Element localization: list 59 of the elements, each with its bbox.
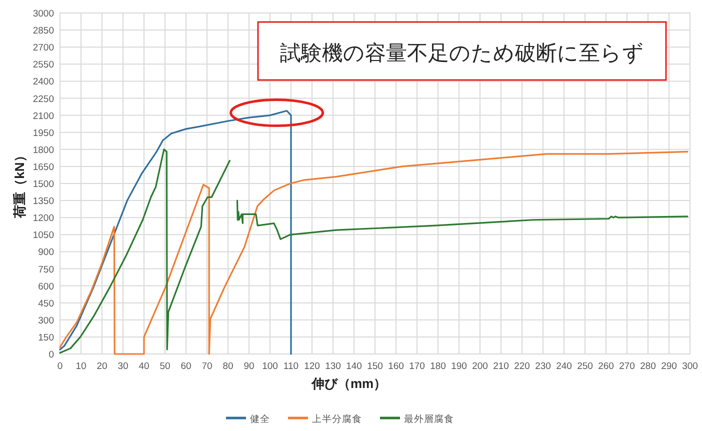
y-tick-label: 1350 [32, 196, 54, 208]
x-tick-label: 180 [430, 361, 446, 372]
y-tick-label: 1500 [32, 179, 54, 190]
y-tick-label: 1800 [32, 144, 54, 156]
x-tick-label: 110 [283, 361, 299, 372]
x-tick-label: 280 [640, 361, 656, 372]
x-tick-label: 190 [451, 361, 467, 372]
x-tick-label: 260 [598, 361, 614, 372]
x-tick-label: 200 [472, 361, 488, 372]
x-tick-label: 30 [118, 361, 128, 372]
y-tick-label: 150 [38, 332, 54, 344]
line-series [59, 110, 292, 355]
y-tick-label: 2550 [32, 60, 54, 71]
y-tick-label: 2850 [32, 26, 54, 37]
y-tick-label: 1200 [32, 213, 54, 224]
x-tick-label: 290 [661, 361, 677, 372]
x-tick-label: 0 [57, 361, 63, 372]
legend-label: 最外層腐食 [404, 413, 454, 425]
annotation: 試験機の容量不足のため破断に至らず [280, 41, 644, 65]
y-tick-label: 900 [38, 247, 54, 258]
x-tick-label: 230 [535, 361, 551, 372]
x-tick-label: 90 [244, 361, 254, 372]
x-tick-label: 60 [180, 361, 192, 372]
legend-label: 健全 [250, 413, 270, 425]
y-tick-label: 2400 [32, 76, 54, 88]
x-tick-label: 210 [493, 361, 509, 372]
y-tick-label: 1050 [32, 230, 54, 242]
x-tick-label: 240 [556, 361, 572, 372]
x-tick-label: 40 [138, 361, 150, 372]
x-tick-label: 10 [76, 361, 86, 372]
x-tick-label: 70 [202, 361, 212, 372]
x-tick-label: 80 [222, 361, 234, 372]
y-tick-label: 600 [38, 281, 54, 292]
x-tick-label: 150 [367, 361, 383, 372]
x-tick-label: 140 [346, 361, 362, 372]
y-tick-label: 1650 [32, 162, 54, 173]
x-tick-label: 300 [682, 361, 698, 372]
x-tick-label: 270 [619, 361, 635, 372]
x-tick-label: 130 [325, 361, 341, 372]
y-tick-label: 450 [38, 298, 54, 310]
y-tick-label: 2700 [32, 42, 54, 54]
y-tick-label: 1950 [32, 128, 54, 139]
x-tick-label: 100 [262, 361, 278, 372]
y-tick-label: 750 [38, 264, 54, 276]
y-tick-label: 300 [38, 315, 54, 326]
y-axis-title: 荷重（kN） [12, 149, 27, 219]
x-tick-label: 170 [409, 361, 425, 372]
x-tick-label: 120 [304, 361, 320, 372]
x-tick-label: 250 [577, 361, 593, 372]
y-tick-label: 0 [48, 350, 54, 360]
y-tick-label: 3000 [32, 8, 54, 20]
x-tick-label: 50 [160, 361, 170, 372]
x-axis-title: 伸び（mm） [310, 376, 387, 391]
legend-label: 上半分腐食 [312, 413, 362, 425]
x-tick-label: 20 [96, 361, 108, 372]
y-tick-label: 2250 [32, 94, 54, 105]
y-tick-label: 2100 [32, 110, 54, 122]
x-tick-label: 160 [388, 361, 404, 372]
x-tick-label: 220 [514, 361, 530, 372]
